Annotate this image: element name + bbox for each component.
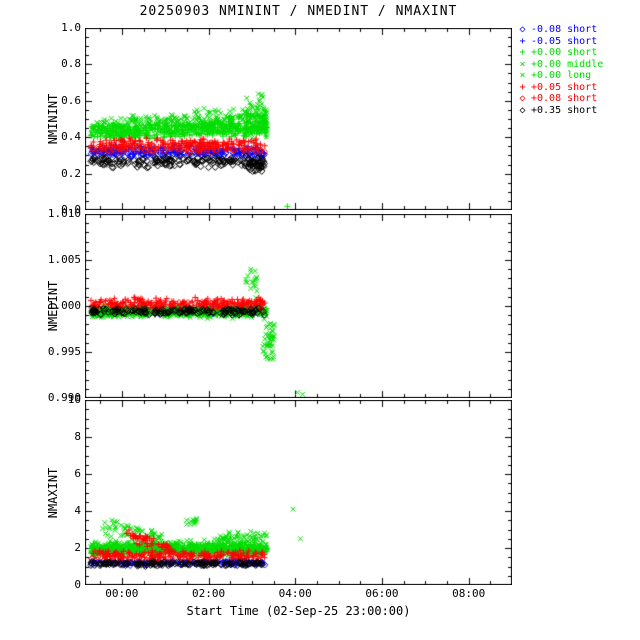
y-tick-label: 8 [74,430,81,443]
legend-entry: + +0.00 short [517,47,603,59]
y-tick-label: 1.005 [47,253,81,266]
y-tick-label: 0 [74,578,81,591]
chart-title: 20250903 NMININT / NMEDINT / NMAXINT [139,4,458,19]
y-tick-label: 0.6 [61,93,81,107]
legend-marker-plus-icon: + [519,35,526,47]
y-tick-label: 0.990 [47,391,81,404]
legend-entry-label: +0.05 short [531,81,598,93]
y-tick-label: 1.000 [47,299,81,312]
legend: ◇ -0.08 short + -0.05 short + +0.00 short × +0.… [517,24,603,116]
y-tick-label: 2 [74,541,81,554]
y-tick-label: 0.0 [61,203,81,216]
legend-entry: × +0.00 long [517,70,603,82]
legend-marker-x-icon: × [519,70,526,81]
legend-entry-label: +0.00 short [531,47,598,58]
legend-entry-label: -0.05 short [531,35,598,47]
panel-nmedint [85,214,512,398]
legend-marker-plus-icon: + [519,47,526,58]
legend-entry-label: -0.08 short [531,24,598,35]
y-tick-label: 6 [74,467,81,480]
panel-nmaxint [85,400,512,585]
legend-entry-label: +0.00 middle [531,58,604,70]
plot-canvas-nmaxint [85,400,512,585]
x-tick-label: 02:00 [191,587,226,600]
legend-marker-x-icon: × [519,58,526,70]
panel-nminint [85,28,512,210]
y-tick-label: 1.010 [47,207,81,220]
y-tick-label: 1.0 [61,21,81,34]
x-axis-label: Start Time (02-Sep-25 23:00:00) [186,604,411,618]
plot-canvas-nmedint [85,214,512,398]
x-tick-label: 08:00 [452,587,486,600]
y-tick-label: 0.2 [61,166,81,180]
y-tick-label: 4 [74,504,81,517]
legend-marker-diamond-icon: ◇ [519,93,526,104]
x-tick-label: 06:00 [365,587,399,600]
legend-entry: ◇ -0.08 short [517,24,603,36]
legend-entry-label: +0.35 short [531,104,598,116]
x-tick-label: 00:00 [105,587,139,600]
legend-entry: ◇ +0.35 short [517,105,603,117]
legend-marker-plus-icon: + [519,81,526,93]
x-tick-label: 04:00 [278,587,312,600]
legend-marker-diamond-icon: ◇ [519,24,526,35]
y-tick-label: 0.4 [61,130,81,144]
legend-entry-label: +0.00 long [531,70,592,81]
legend-entry: × +0.00 middle [517,59,603,71]
legend-entry: + +0.05 short [517,82,603,94]
legend-entry: ◇ +0.08 short [517,93,603,105]
y-tick-label: 10 [67,393,81,406]
legend-entry: + -0.05 short [517,36,603,48]
y-tick-label: 0.995 [47,345,81,358]
legend-entry-label: +0.08 short [531,93,598,104]
y-tick-label: 0.8 [61,57,81,71]
plot-canvas-nminint [85,28,512,210]
legend-marker-diamond-icon: ◇ [519,104,526,116]
